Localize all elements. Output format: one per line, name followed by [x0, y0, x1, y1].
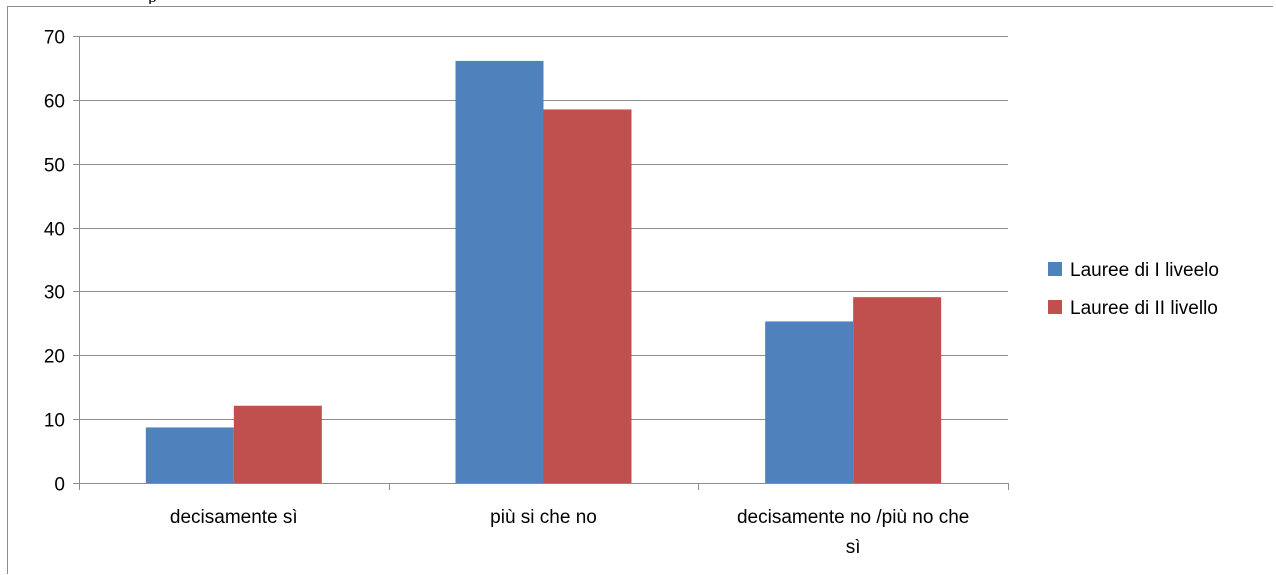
bar-series-1 — [765, 321, 854, 483]
bar-series-1 — [455, 60, 544, 483]
legend-label: Lauree di II livello — [1070, 298, 1218, 319]
tick-labels: 0 10 20 30 40 50 60 70 decisamente sì più si che … — [44, 28, 970, 559]
cropped-header-strip: p — [0, 0, 1276, 4]
y-tick-label: 10 — [44, 411, 65, 432]
y-tick-label: 60 — [44, 92, 65, 113]
bar-series-2 — [853, 297, 942, 483]
chart-frame — [7, 6, 1273, 574]
x-tick-label: più si che no — [490, 507, 597, 528]
legend-swatch — [1048, 262, 1062, 276]
bar-series-1 — [145, 427, 234, 483]
bars — [145, 60, 942, 483]
y-tick-label: 20 — [44, 347, 65, 368]
y-tick-label: 40 — [44, 220, 65, 241]
x-tick-label: sì — [846, 537, 861, 558]
y-tick-label: 0 — [54, 475, 65, 496]
y-tick-label: 50 — [44, 156, 65, 177]
legend: Lauree di I liveelo Lauree di II livello — [1048, 260, 1219, 319]
x-tick-label: decisamente sì — [170, 507, 298, 528]
bar-series-2 — [233, 405, 322, 483]
legend-label: Lauree di I liveelo — [1070, 260, 1219, 281]
x-tick-label: decisamente no /più no che — [737, 507, 969, 528]
y-tick-label: 30 — [44, 283, 65, 304]
axes — [73, 36, 1009, 490]
cropped-header-text: p — [148, 0, 157, 4]
bar-series-2 — [543, 109, 632, 483]
legend-swatch — [1048, 300, 1062, 314]
y-tick-label: 70 — [44, 28, 65, 49]
